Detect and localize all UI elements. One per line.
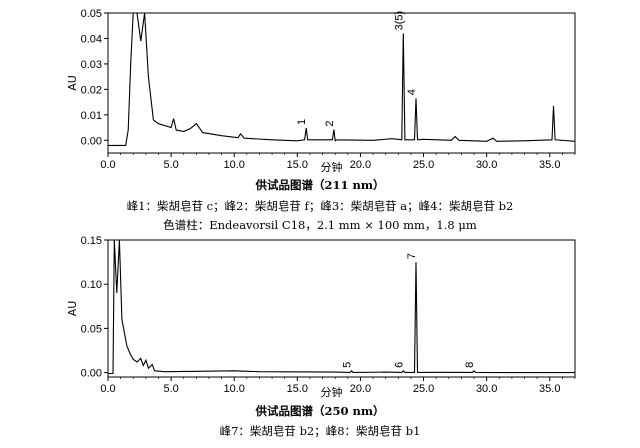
chart2-peak-4-label: 8 (464, 362, 476, 368)
chart1-xtick-label: 10.0 (224, 159, 245, 171)
chart2-ytick-label: 0.05 (81, 323, 102, 335)
chart1-xtick-label: 30.0 (476, 159, 497, 171)
chart1-ytick-label: 0.00 (81, 135, 102, 147)
chart1-xtick-label: 25.0 (413, 159, 434, 171)
chart1-caption-line-1: 峰1：柴胡皂苷 c；峰2：柴胡皂苷 f；峰3：柴胡皂苷 a；峰4：柴胡皂苷 b2 (126, 199, 514, 213)
chart1-xtick-label: 35.0 (539, 159, 560, 171)
chart1-xtick-label: 5.0 (163, 159, 178, 171)
chart1-ytick-label: 0.05 (81, 8, 102, 20)
chart1-plot-frame (107, 12, 576, 154)
chart1-peak-1-label: 1 (296, 119, 308, 125)
chart2-xtick-label: 5.0 (163, 383, 178, 395)
chart2-ytick-label: 0.10 (81, 279, 102, 291)
chart1-xtick-label: 15.0 (287, 159, 308, 171)
chart1-chromatogram-trace (108, 13, 575, 146)
chart2-peak-3-label: 7 (406, 253, 418, 259)
chart2-xtick-label: 25.0 (413, 383, 434, 395)
chart2-peak-1-label: 5 (342, 362, 354, 368)
chart1-peak-4-label: 4 (406, 89, 418, 95)
chart2-plot-frame (107, 239, 576, 378)
chart1-peak-2-label: 2 (324, 120, 336, 126)
chart2-caption-title: 供试品图谱（250 nm） (255, 404, 385, 418)
chart2-y-axis-label: AU (66, 301, 79, 317)
chart1-y-axis-label: AU (66, 75, 79, 91)
chart1-xtick-label: 20.0 (350, 159, 371, 171)
chart2-xtick-label: 30.0 (476, 383, 497, 395)
chart1-ytick-label: 0.04 (81, 33, 102, 45)
chart2-xtick-label: 0.0 (100, 383, 115, 395)
chart1-ytick-label: 0.01 (81, 110, 102, 122)
chart1-xtick-label: 0.0 (100, 159, 115, 171)
chart2-caption-line-1: 峰7：柴胡皂苷 b2；峰8：柴胡皂苷 b1 (219, 424, 421, 438)
chart2-xtick-label: 10.0 (224, 383, 245, 395)
chart2-ytick-label: 0.15 (81, 235, 102, 247)
chart2-x-axis-label: 分钟 (321, 385, 343, 399)
chart1-x-axis-label: 分钟 (321, 160, 343, 174)
chart2-chromatogram-trace (108, 240, 575, 375)
chart1-ytick-label: 0.03 (81, 59, 102, 71)
chart2-ytick-label: 0.00 (81, 368, 102, 380)
chart1-caption-line-2: 色谱柱：Endeavorsil C18，2.1 mm × 100 mm，1.8 … (163, 218, 477, 232)
chart1-ytick-label: 0.02 (81, 84, 102, 96)
chart2-peak-2-label: 6 (393, 362, 405, 368)
chart1-caption-title: 供试品图谱（211 nm） (255, 178, 385, 192)
chart2-xtick-label: 35.0 (539, 383, 560, 395)
chart1-peak-3-label: 3(5) (393, 11, 405, 31)
chart2-xtick-label: 15.0 (287, 383, 308, 395)
chart2-xtick-label: 20.0 (350, 383, 371, 395)
